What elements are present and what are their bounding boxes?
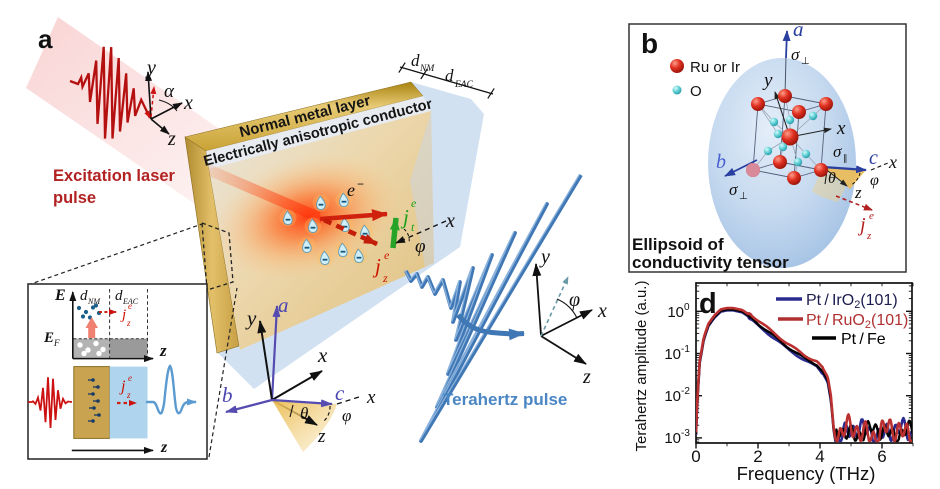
svg-text:y: y: [762, 70, 773, 91]
svg-text:E: E: [43, 330, 54, 346]
svg-text:10: 10: [664, 388, 681, 405]
svg-text:EAC: EAC: [122, 297, 139, 306]
svg-text:φ: φ: [569, 289, 580, 311]
svg-text:∥: ∥: [843, 153, 848, 163]
svg-text:e: e: [869, 210, 874, 222]
svg-text:j: j: [372, 254, 381, 278]
svg-text:10: 10: [664, 430, 681, 447]
svg-text:4: 4: [815, 447, 824, 466]
svg-text:conductivity tensor: conductivity tensor: [632, 253, 789, 272]
svg-text:EAC: EAC: [454, 80, 474, 90]
svg-text:j: j: [400, 205, 409, 229]
svg-text:a: a: [38, 24, 53, 54]
svg-text:y: y: [539, 246, 550, 268]
svg-text:10: 10: [664, 346, 681, 363]
svg-text:θ: θ: [300, 404, 308, 423]
svg-text:x: x: [888, 152, 897, 172]
svg-text:-1: -1: [681, 344, 690, 355]
svg-text:b: b: [716, 151, 726, 173]
svg-text:φ: φ: [415, 236, 426, 257]
svg-text:j: j: [119, 378, 126, 395]
svg-text:e: e: [411, 196, 417, 210]
svg-text:−: −: [357, 177, 364, 191]
svg-text:pulse: pulse: [53, 189, 96, 207]
svg-text:α: α: [164, 81, 175, 102]
svg-text:z: z: [126, 390, 131, 400]
svg-text:0: 0: [684, 302, 690, 313]
svg-text:Ellipsoid of: Ellipsoid of: [632, 235, 724, 254]
svg-text:d: d: [411, 51, 420, 70]
svg-text:b: b: [641, 28, 658, 59]
svg-text:x: x: [836, 118, 846, 139]
svg-text:j: j: [857, 214, 866, 236]
svg-text:⊥: ⊥: [739, 191, 748, 202]
svg-text:Terahertz pulse: Terahertz pulse: [443, 390, 567, 409]
svg-text:d: d: [445, 66, 454, 85]
svg-text:σ: σ: [729, 180, 738, 199]
svg-text:x: x: [597, 300, 607, 322]
svg-text:j: j: [120, 307, 126, 323]
svg-text:z: z: [582, 366, 591, 388]
svg-text:-3: -3: [681, 428, 690, 439]
svg-text:z: z: [866, 230, 872, 242]
svg-text:x: x: [445, 210, 455, 232]
svg-text:φ: φ: [342, 406, 351, 425]
svg-text:c: c: [335, 381, 345, 405]
svg-text:Pt / IrO2(101): Pt / IrO2(101): [806, 292, 898, 311]
svg-text:φ: φ: [870, 172, 879, 189]
svg-text:Pt / Fe: Pt / Fe: [841, 331, 886, 348]
svg-text:O: O: [690, 83, 702, 100]
svg-text:z: z: [167, 128, 176, 150]
svg-text:F: F: [53, 338, 60, 348]
svg-text:-2: -2: [681, 386, 690, 397]
svg-text:σ: σ: [833, 142, 842, 161]
svg-text:⊥: ⊥: [801, 56, 810, 67]
svg-text:c: c: [869, 147, 878, 169]
svg-text:0: 0: [691, 447, 700, 466]
svg-text:NM: NM: [419, 64, 435, 74]
svg-text:e: e: [128, 301, 132, 311]
svg-text:Terahertz amplitude (a.u.): Terahertz amplitude (a.u.): [633, 281, 650, 452]
svg-text:x: x: [366, 387, 376, 408]
svg-text:y: y: [145, 57, 156, 79]
svg-text:E: E: [54, 287, 66, 304]
svg-text:y: y: [245, 306, 257, 330]
svg-text:θ: θ: [828, 170, 836, 187]
svg-text:σ: σ: [791, 45, 800, 64]
svg-text:10: 10: [667, 304, 684, 321]
svg-text:d: d: [80, 288, 88, 304]
svg-text:Frequency (THz): Frequency (THz): [737, 463, 876, 484]
svg-text:a: a: [793, 17, 804, 41]
svg-text:a: a: [278, 293, 289, 317]
svg-text:NM: NM: [87, 297, 101, 306]
svg-text:z: z: [382, 271, 388, 285]
svg-text:d: d: [115, 288, 123, 304]
svg-text:x: x: [183, 92, 193, 114]
svg-text:d: d: [699, 288, 717, 320]
svg-text:t: t: [411, 220, 415, 234]
svg-text:e: e: [347, 180, 355, 200]
svg-text:Pt / RuO2(101): Pt / RuO2(101): [806, 312, 908, 331]
svg-text:2: 2: [753, 447, 762, 466]
svg-text:b: b: [222, 383, 233, 407]
svg-text:x: x: [317, 343, 328, 367]
svg-text:z: z: [160, 439, 168, 456]
svg-text:Excitation laser: Excitation laser: [53, 167, 176, 185]
svg-text:z: z: [317, 426, 326, 447]
svg-text:z: z: [854, 183, 862, 202]
svg-text:z: z: [159, 341, 167, 360]
svg-text:e: e: [384, 248, 390, 262]
svg-text:6: 6: [877, 447, 886, 466]
svg-text:e: e: [128, 373, 132, 383]
svg-text:Ru or Ir: Ru or Ir: [690, 59, 740, 76]
svg-text:z: z: [126, 318, 131, 328]
